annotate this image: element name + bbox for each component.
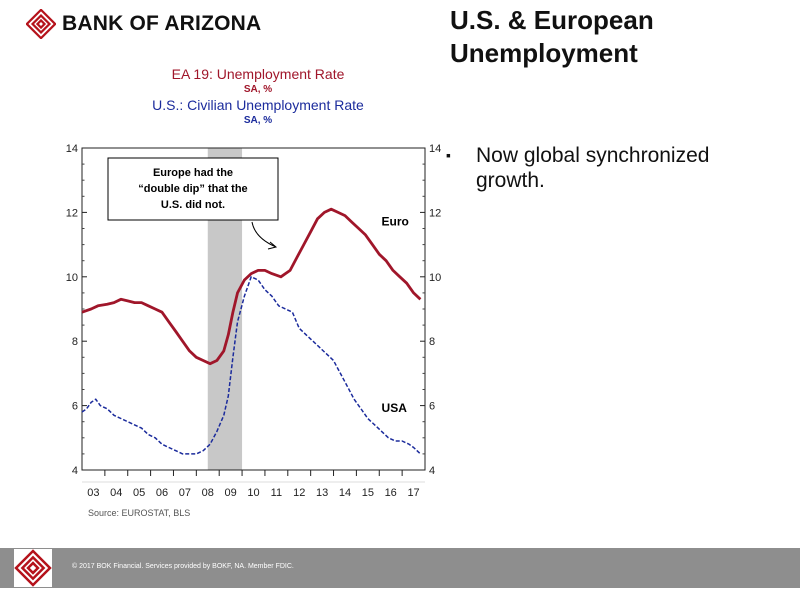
y-tick-label-right: 8 xyxy=(429,336,435,348)
chart-title-units: SA, % xyxy=(243,84,273,95)
x-tick-label: 11 xyxy=(271,487,282,499)
y-tick-label-right: 6 xyxy=(429,401,435,413)
x-tick-label: 17 xyxy=(407,487,419,499)
series-label-euro: Euro xyxy=(382,214,409,228)
y-tick-label-left: 14 xyxy=(66,143,78,155)
y-tick-label-right: 14 xyxy=(429,143,441,155)
series-line-usa xyxy=(81,276,421,455)
y-tick-label-left: 12 xyxy=(66,207,78,219)
annotation-line-2: “double dip” that the xyxy=(138,183,247,195)
x-tick-label: 12 xyxy=(293,487,305,499)
x-tick-label: 13 xyxy=(316,487,328,499)
unemployment-chart: 4 4 6 6 8 8 10 10 12 12 14 14 03 04 05 06 07 08 09 10 11 12 13… xyxy=(66,143,442,518)
x-tick-label: 16 xyxy=(385,487,397,499)
x-tick-label: 07 xyxy=(179,487,191,499)
annotation-box xyxy=(107,157,279,221)
x-tick-label: 09 xyxy=(225,487,237,499)
chart-title-2: U.S.: Civilian Unemployment Rate xyxy=(152,97,364,113)
bullet-text: Now global synchronized growth. xyxy=(476,144,710,192)
x-tick-label: 04 xyxy=(110,487,122,499)
y-tick-label-right: 4 xyxy=(429,465,435,477)
chart-titles: EA 19: Unemployment Rate SA, % U.S.: Civ… xyxy=(80,66,436,128)
bullet-list: ▪ Now global synchronized growth. xyxy=(446,143,766,193)
brand-logo: BANK OF ARIZONA xyxy=(26,8,296,40)
y-tick-label-left: 10 xyxy=(66,272,78,284)
annotation-arrow xyxy=(251,221,278,250)
annotation-line-1: Europe had the xyxy=(153,167,233,179)
chart-source: Source: EUROSTAT, BLS xyxy=(88,508,190,518)
x-tick-label: 06 xyxy=(156,487,168,499)
y-tick-label-right: 10 xyxy=(429,272,441,284)
bank-of-arizona-logo-icon xyxy=(26,9,56,39)
series-label-usa: USA xyxy=(382,401,408,415)
bullet-item: ▪ Now global synchronized growth. xyxy=(446,143,766,193)
x-tick-label: 15 xyxy=(362,487,374,499)
series-line-euro xyxy=(81,207,422,366)
annotation-line-3: U.S. did not. xyxy=(161,199,225,211)
chart-title-2-units: SA, % xyxy=(243,115,273,126)
y-tick-label-left: 8 xyxy=(72,336,78,348)
y-tick-label-left: 4 xyxy=(72,465,78,477)
y-tick-label-left: 6 xyxy=(72,401,78,413)
footer-logo-icon xyxy=(14,549,52,587)
chart-title: EA 19: Unemployment Rate xyxy=(171,66,345,82)
x-tick-label: 05 xyxy=(133,487,145,499)
x-tick-label: 08 xyxy=(202,487,214,499)
bullet-marker: ▪ xyxy=(446,147,451,163)
x-tick-label: 10 xyxy=(247,487,259,499)
footer-text: © 2017 BOK Financial. Services provided … xyxy=(72,563,294,570)
y-tick-label-right: 12 xyxy=(429,207,441,219)
brand-name: BANK OF ARIZONA xyxy=(62,12,262,35)
footer-bar xyxy=(0,548,800,588)
x-tick-label: 14 xyxy=(339,487,351,499)
x-tick-label: 03 xyxy=(87,487,99,499)
slide-title: U.S. & European Unemployment xyxy=(450,5,654,68)
